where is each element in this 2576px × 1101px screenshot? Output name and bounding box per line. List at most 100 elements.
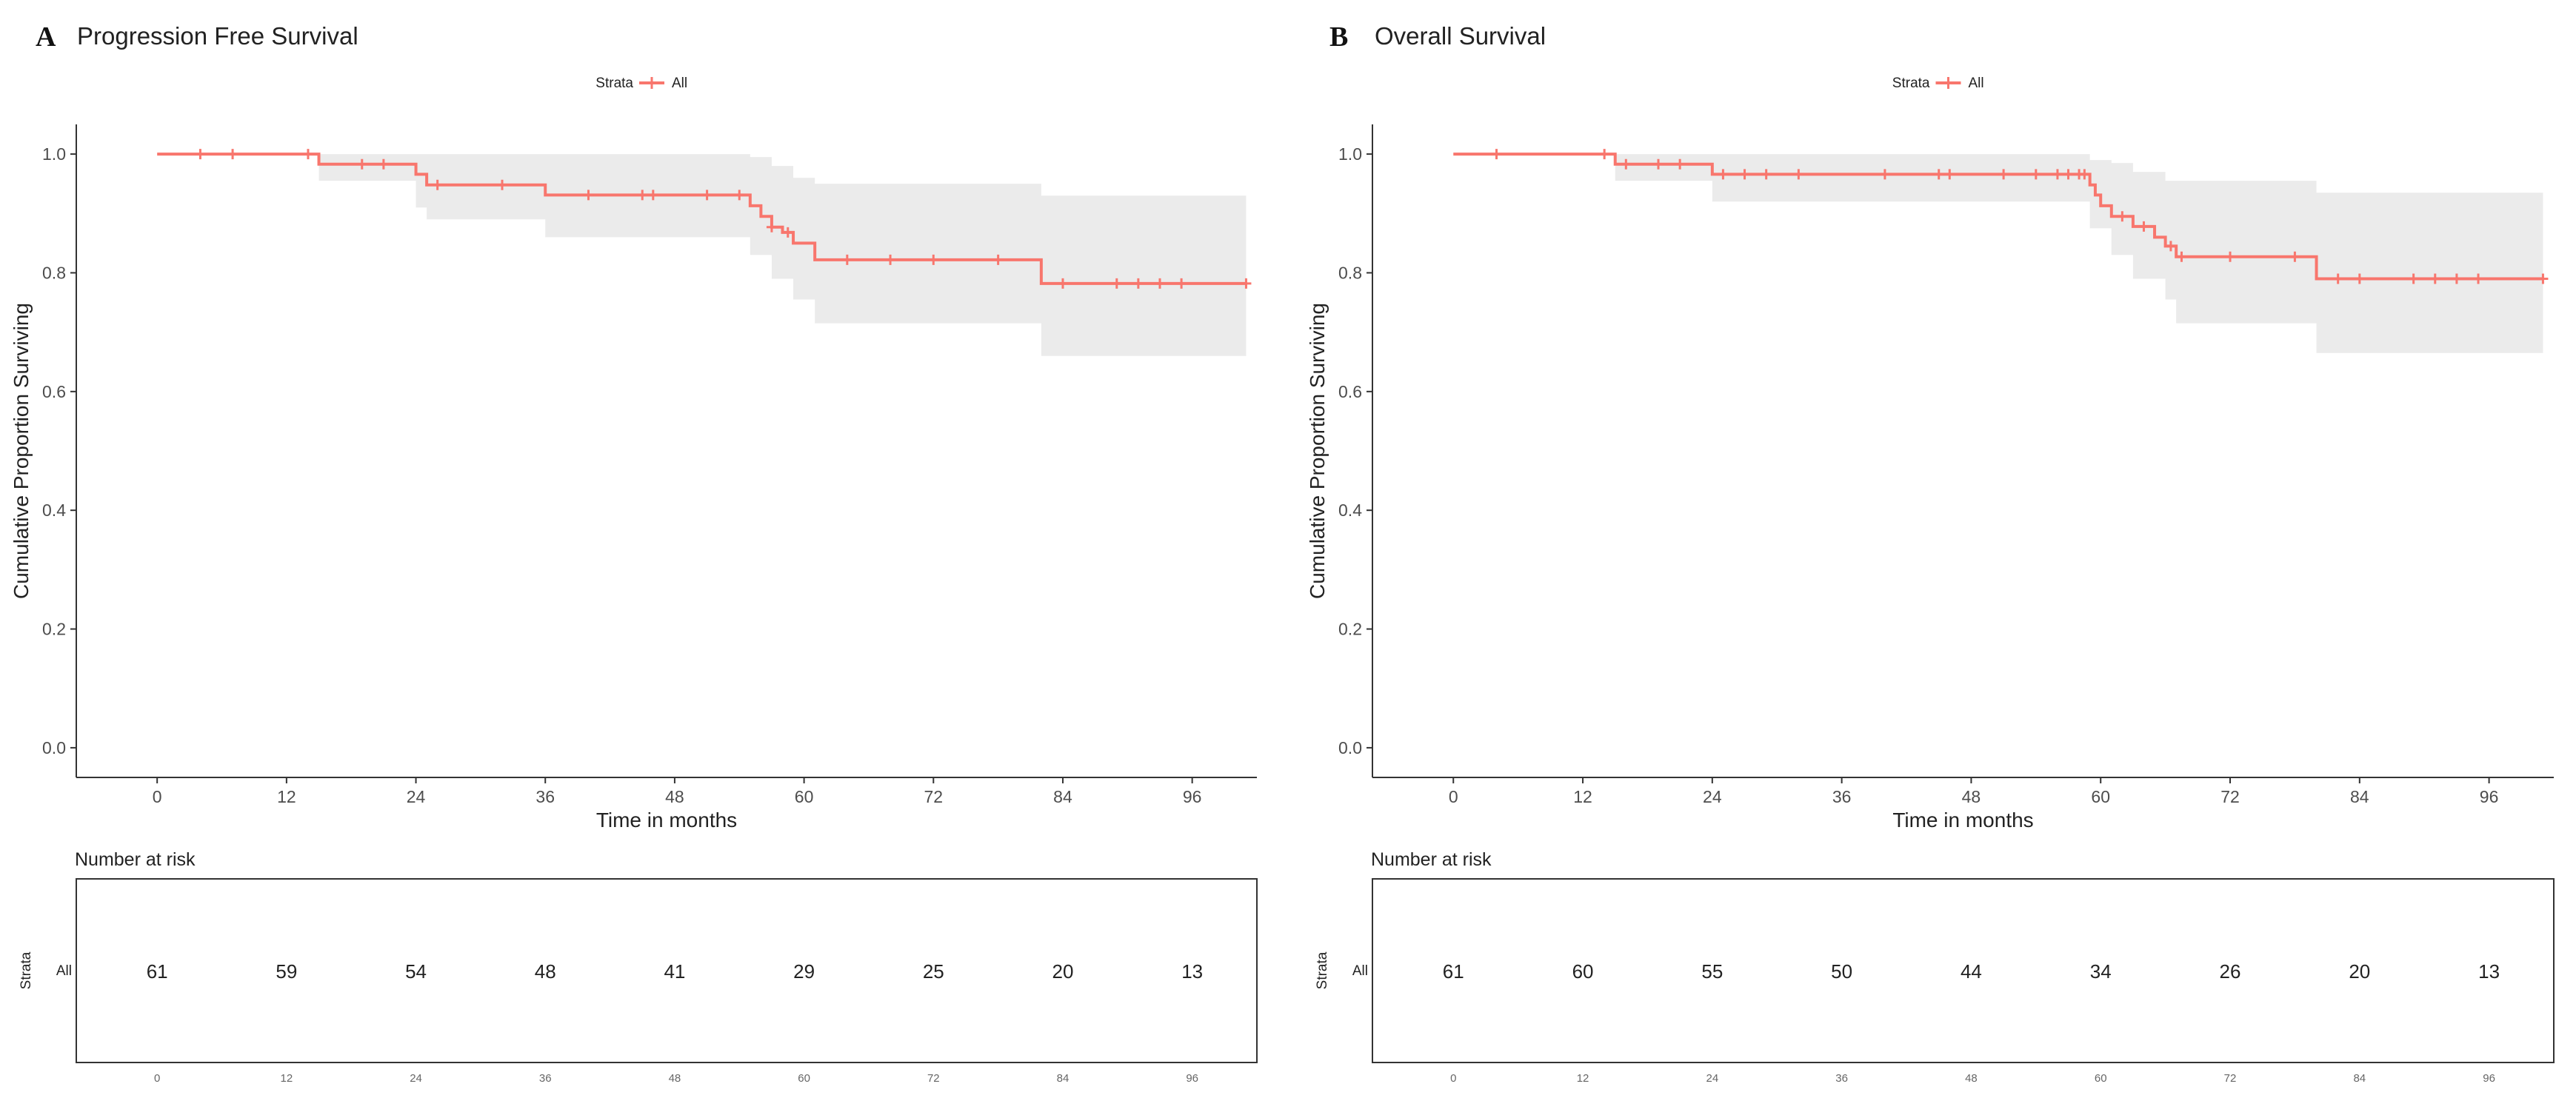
risk-time-label: 0 [154, 1072, 160, 1085]
chart-title: Progression Free Survival [77, 22, 358, 50]
censor-mark [1057, 278, 1068, 289]
legend: Strata All [595, 76, 687, 91]
x-tick-label: 96 [1183, 787, 1202, 806]
censor-mark [195, 149, 206, 160]
y-tick-label: 0.6 [1338, 382, 1362, 401]
x-tick-label: 72 [2220, 787, 2240, 806]
censor-mark [1718, 169, 1729, 180]
x-tick-label: 36 [1832, 787, 1852, 806]
y-tick-label: 0.4 [42, 501, 66, 520]
y-tick-label: 0.2 [42, 620, 66, 639]
legend: Strata All [1892, 76, 1984, 91]
risk-time-label: 84 [2353, 1072, 2366, 1085]
y-tick-label: 1.0 [1338, 144, 1362, 164]
risk-time-label: 60 [2095, 1072, 2107, 1085]
risk-table-box [76, 878, 1258, 1063]
censor-mark [378, 158, 389, 170]
panel-letter: B [1329, 21, 1348, 53]
censor-mark [2117, 211, 2128, 222]
censor-mark [1879, 169, 1890, 180]
y-axis-title: Cumulative Proportion Surviving [1306, 303, 1329, 599]
x-tick-label: 84 [2350, 787, 2369, 806]
x-axis-title: Time in months [596, 809, 737, 831]
x-tick-label: 0 [1449, 787, 1458, 806]
y-tick-label: 0.4 [1338, 501, 1362, 520]
risk-table-strata-label: All [1352, 963, 1368, 979]
censor-mark [2332, 273, 2343, 284]
censor-mark [1491, 149, 1502, 160]
censor-mark [1621, 158, 1632, 170]
y-tick-label: 1.0 [42, 144, 66, 164]
risk-time-label: 96 [1186, 1072, 1198, 1085]
y-axis-title: Cumulative Proportion Surviving [10, 303, 33, 599]
censor-mark [227, 149, 238, 160]
x-tick-label: 60 [2091, 787, 2110, 806]
risk-time-label: 84 [1057, 1072, 1070, 1085]
censor-mark [2138, 221, 2149, 232]
panel-letter: A [36, 21, 56, 53]
risk-table-title: Number at risk [1371, 849, 1492, 870]
censor-mark [992, 254, 1004, 265]
censor-mark [1241, 278, 1252, 289]
censor-mark [766, 221, 777, 232]
x-tick-label: 84 [1053, 787, 1072, 806]
risk-count: 60 [1572, 960, 1594, 983]
x-tick-label: 12 [1573, 787, 1592, 806]
censor-mark [1761, 169, 1772, 180]
survival-curve [1453, 153, 2543, 281]
censor-mark [782, 227, 793, 238]
risk-time-label: 0 [1450, 1072, 1456, 1085]
x-tick-label: 36 [535, 787, 555, 806]
confidence-band [1453, 154, 2543, 353]
x-tick-label: 0 [153, 787, 162, 806]
risk-count: 48 [535, 960, 556, 983]
risk-count: 54 [405, 960, 427, 983]
censor-mark [2429, 273, 2440, 284]
risk-time-label: 24 [410, 1072, 422, 1085]
risk-table-box [1372, 878, 2555, 1063]
censor-mark [1599, 149, 1610, 160]
censor-mark [497, 179, 508, 190]
y-tick-label: 0.0 [42, 738, 66, 757]
risk-count: 61 [147, 960, 168, 983]
x-axis-title: Time in months [1892, 809, 2033, 831]
risk-table-y-label: Strata [1315, 951, 1330, 989]
censor-mark [637, 190, 648, 201]
risk-count: 25 [923, 960, 944, 983]
legend-label: All [672, 76, 687, 91]
risk-count: 34 [2090, 960, 2112, 983]
x-tick-label: 96 [2480, 787, 2499, 806]
censor-mark [583, 190, 594, 201]
risk-count: 20 [2349, 960, 2370, 983]
censor-mark [2537, 273, 2549, 284]
censor-mark [647, 190, 658, 201]
risk-count: 55 [1701, 960, 1723, 983]
censor-mark [2063, 169, 2074, 180]
risk-table: Number at risk Strata All 61 0 59 12 54 24 48 36 41… [19, 849, 1258, 1085]
risk-table-title: Number at risk [75, 849, 196, 870]
censor-mark [1944, 169, 1955, 180]
censor-mark [841, 254, 852, 265]
risk-time-label: 96 [2483, 1072, 2495, 1085]
y-tick-label: 0.8 [42, 263, 66, 282]
risk-time-label: 60 [798, 1072, 810, 1085]
x-tick-label: 72 [924, 787, 943, 806]
risk-table-strata-label: All [56, 963, 72, 979]
risk-time-label: 72 [2224, 1072, 2237, 1085]
censor-mark [2030, 169, 2041, 180]
risk-count: 41 [664, 960, 685, 983]
risk-time-label: 12 [1577, 1072, 1589, 1085]
risk-time-label: 12 [281, 1072, 293, 1085]
risk-time-label: 48 [1965, 1072, 1978, 1085]
censor-mark [1793, 169, 1804, 180]
censor-mark [2176, 251, 2187, 262]
censor-mark [885, 254, 896, 265]
panel-b: B Overall Survival Strata All 0.0 0.2 0.4 0.6 0.… [1306, 21, 2555, 1085]
censor-mark [1933, 169, 1944, 180]
x-tick-label: 24 [407, 787, 426, 806]
risk-count: 13 [1181, 960, 1203, 983]
x-tick-label: 48 [665, 787, 684, 806]
x-tick-label: 48 [1962, 787, 1981, 806]
risk-count: 29 [793, 960, 815, 983]
